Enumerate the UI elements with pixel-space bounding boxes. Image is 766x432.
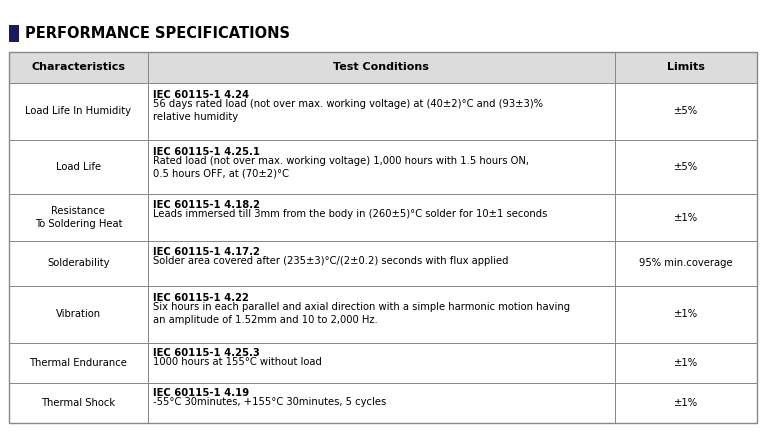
Text: ±5%: ±5% (674, 162, 698, 172)
Bar (615, 83, 757, 140)
Text: Solder area covered after (235±3)°C/(2±0.2) seconds with flux applied: Solder area covered after (235±3)°C/(2±0… (153, 256, 509, 266)
Bar (9, 241, 148, 286)
Bar (148, 241, 615, 286)
Text: Test Conditions: Test Conditions (333, 62, 429, 73)
Text: Rated load (not over max. working voltage) 1,000 hours with 1.5 hours ON,
0.5 ho: Rated load (not over max. working voltag… (153, 156, 529, 178)
Bar (148, 140, 615, 194)
Bar (9, 140, 148, 194)
Bar (148, 194, 615, 241)
Bar (9, 52, 148, 83)
Text: IEC 60115-1 4.17.2: IEC 60115-1 4.17.2 (153, 247, 260, 257)
Bar (9, 343, 148, 383)
Text: Load Life In Humidity: Load Life In Humidity (25, 106, 131, 117)
Text: 95% min.coverage: 95% min.coverage (639, 258, 732, 269)
Text: -55°C 30minutes, +155°C 30minutes, 5 cycles: -55°C 30minutes, +155°C 30minutes, 5 cyc… (153, 397, 386, 407)
Text: IEC 60115-1 4.18.2: IEC 60115-1 4.18.2 (153, 200, 260, 210)
Text: IEC 60115-1 4.24: IEC 60115-1 4.24 (153, 90, 249, 100)
Text: ±1%: ±1% (674, 398, 698, 408)
Text: IEC 60115-1 4.25.1: IEC 60115-1 4.25.1 (153, 147, 260, 157)
Bar (9, 25, 19, 42)
Bar (148, 383, 615, 423)
Text: ±1%: ±1% (674, 358, 698, 368)
Text: 56 days rated load (not over max. working voltage) at (40±2)°C and (93±3)%
relat: 56 days rated load (not over max. workin… (153, 99, 543, 122)
Text: IEC 60115-1 4.22: IEC 60115-1 4.22 (153, 293, 249, 303)
Text: Resistance
To Soldering Heat: Resistance To Soldering Heat (34, 206, 122, 229)
Bar (9, 383, 148, 423)
Bar (9, 52, 757, 423)
Bar (615, 52, 757, 83)
Text: 1000 hours at 155°C without load: 1000 hours at 155°C without load (153, 356, 322, 367)
Bar (148, 83, 615, 140)
Bar (9, 83, 148, 140)
Text: Characteristics: Characteristics (31, 62, 126, 73)
Text: PERFORMANCE SPECIFICATIONS: PERFORMANCE SPECIFICATIONS (25, 26, 290, 41)
Text: IEC 60115-1 4.25.3: IEC 60115-1 4.25.3 (153, 348, 260, 358)
Text: Solderability: Solderability (47, 258, 110, 269)
Text: ±5%: ±5% (674, 106, 698, 117)
Text: ±1%: ±1% (674, 309, 698, 319)
Bar (615, 343, 757, 383)
Bar (615, 241, 757, 286)
Text: Load Life: Load Life (56, 162, 101, 172)
Text: IEC 60115-1 4.19: IEC 60115-1 4.19 (153, 388, 249, 398)
Bar (148, 343, 615, 383)
Text: Vibration: Vibration (56, 309, 101, 319)
Text: Limits: Limits (667, 62, 705, 73)
Text: Leads immersed till 3mm from the body in (260±5)°C solder for 10±1 seconds: Leads immersed till 3mm from the body in… (153, 209, 547, 219)
Text: Thermal Shock: Thermal Shock (41, 398, 116, 408)
Text: Six hours in each parallel and axial direction with a simple harmonic motion hav: Six hours in each parallel and axial dir… (153, 302, 570, 324)
Bar (615, 383, 757, 423)
Bar (9, 286, 148, 343)
Bar (615, 194, 757, 241)
Bar (148, 52, 615, 83)
Bar (148, 286, 615, 343)
Bar (9, 194, 148, 241)
Text: Thermal Endurance: Thermal Endurance (29, 358, 127, 368)
Bar (615, 140, 757, 194)
Bar (615, 286, 757, 343)
Text: ±1%: ±1% (674, 213, 698, 223)
